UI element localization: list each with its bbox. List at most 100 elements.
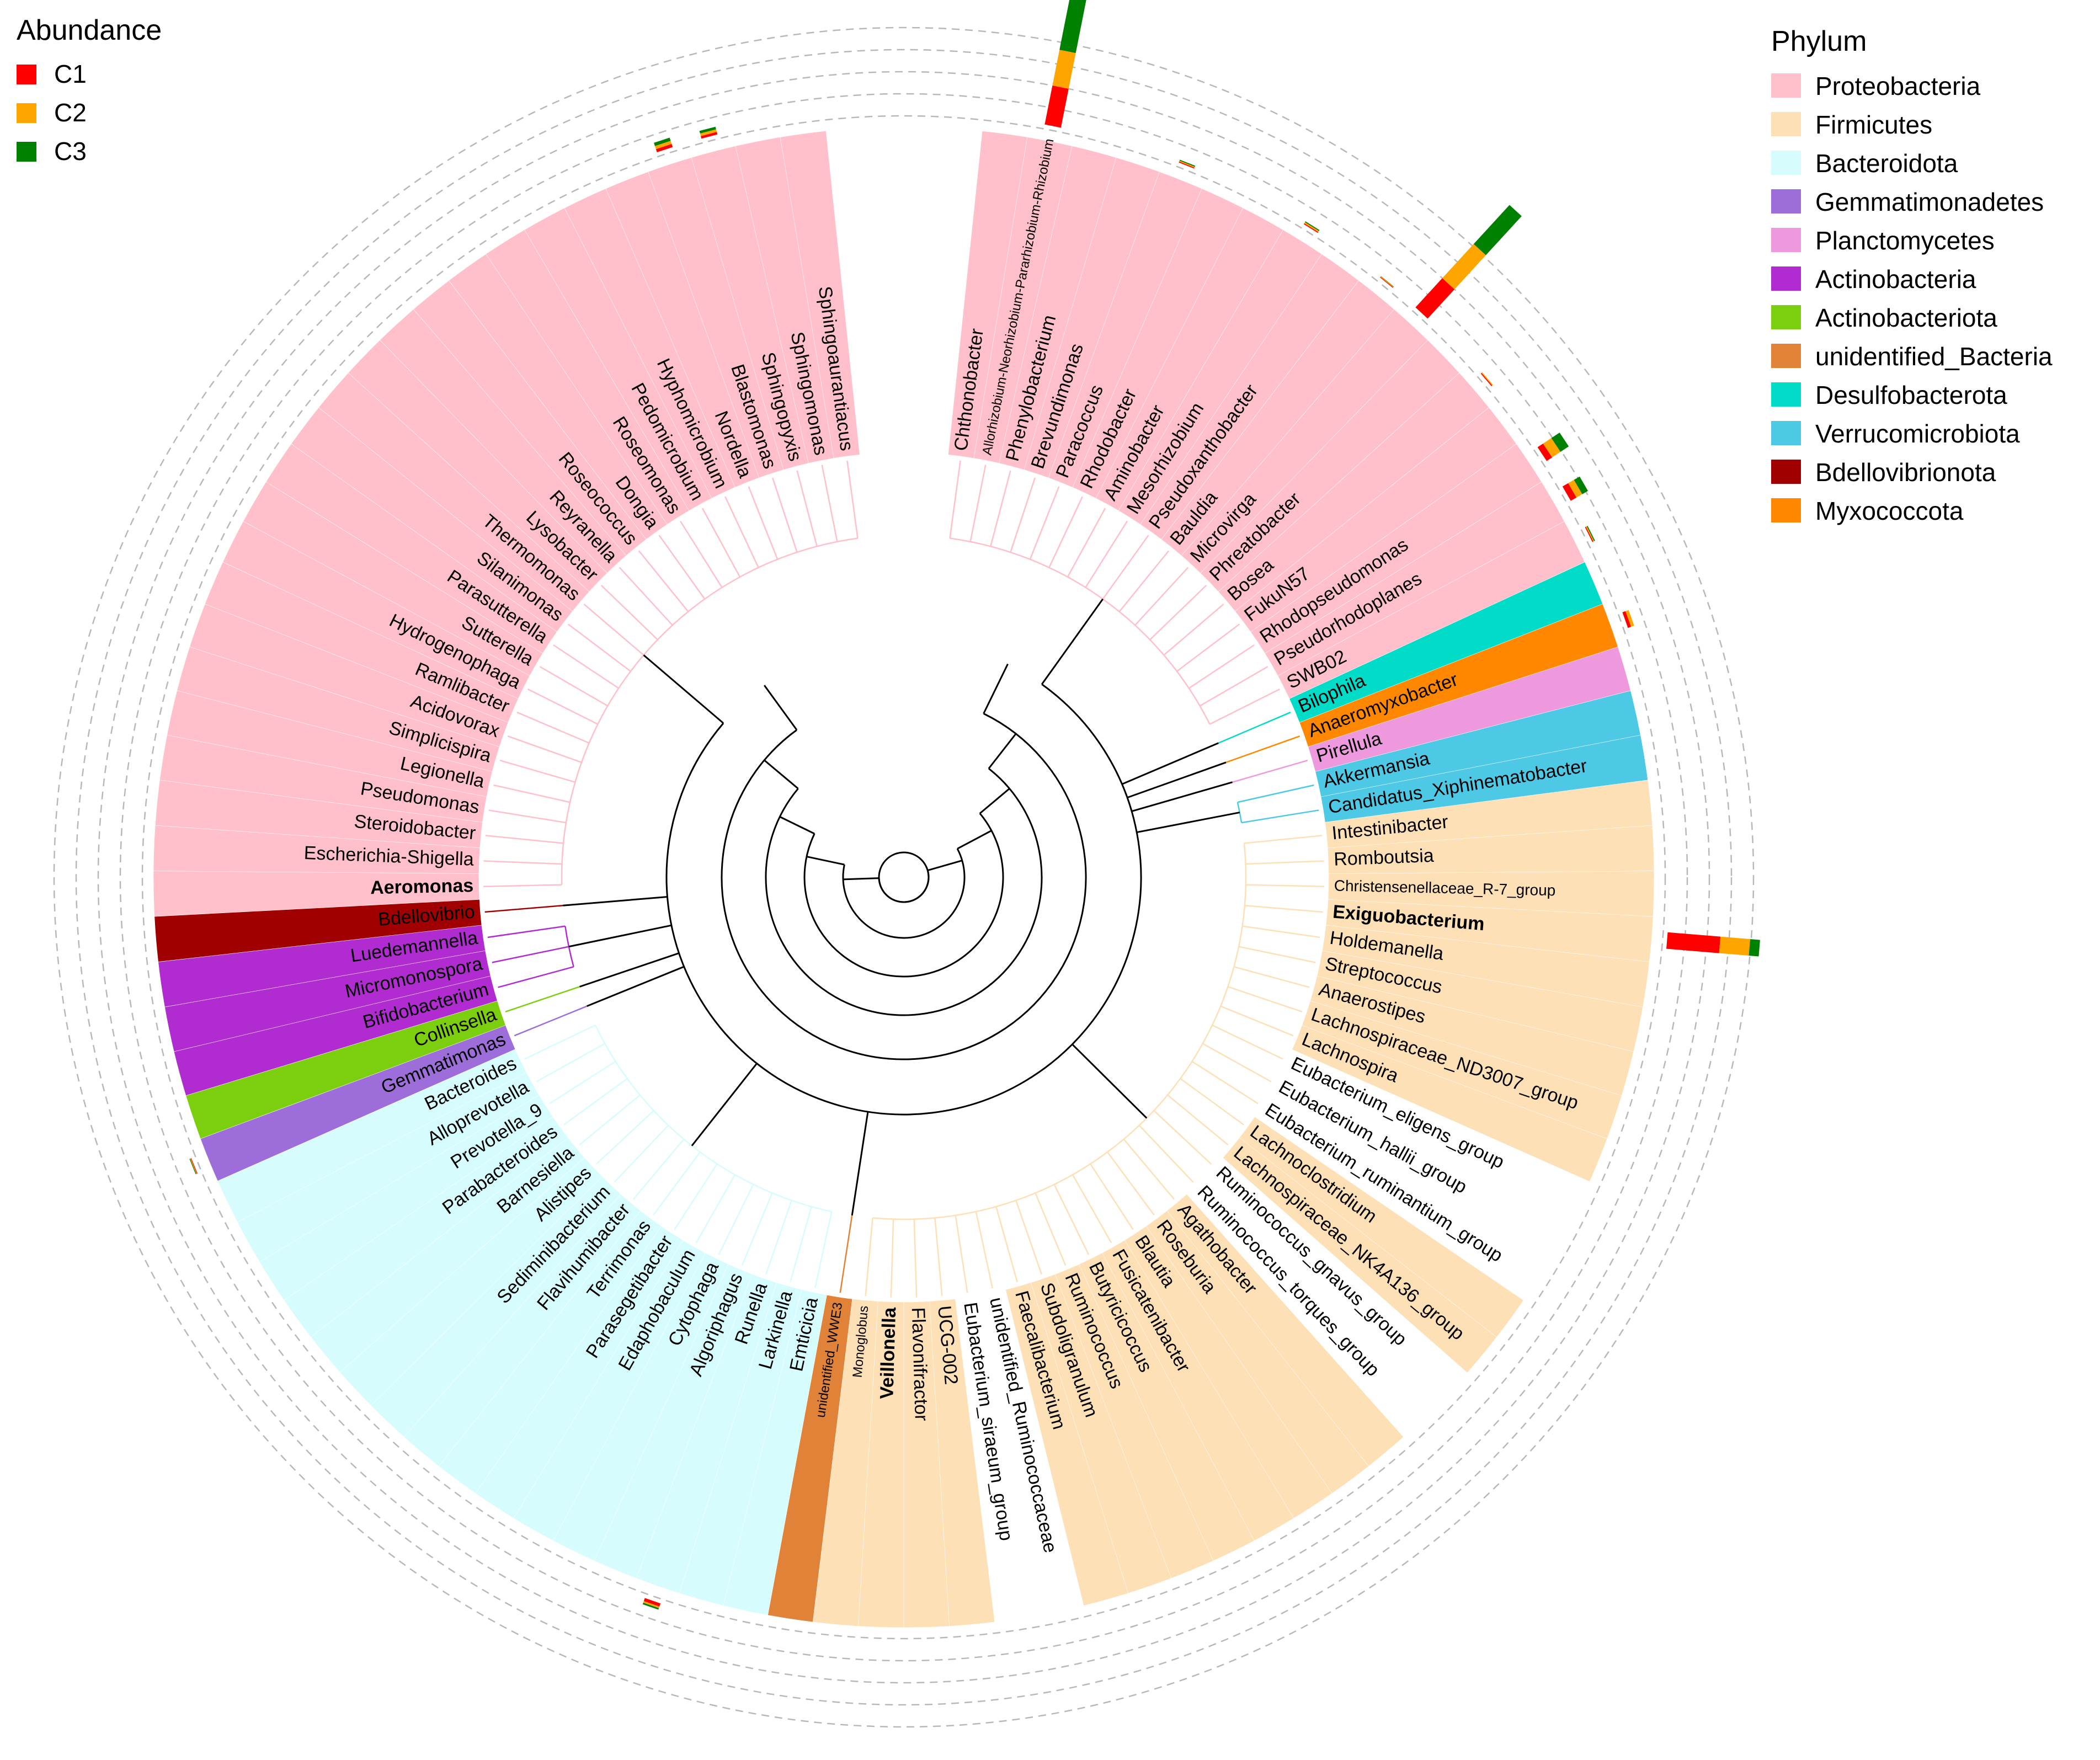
branch-aminobacter [1067,508,1106,578]
branch-parasegetibacter [674,1163,718,1230]
branch-luedemannella [487,925,566,938]
backbone-link-a-4 [927,860,963,872]
legend-swatch-c2 [17,103,36,123]
genus-label-flavonifractor: Flavonifractor [908,1307,932,1421]
branch-swb02 [1209,688,1281,725]
branch-ucg-002 [934,1218,943,1296]
abundance-bar-bosea-c2 [1481,372,1493,386]
abundance-bar-sphingopyxis-c1 [701,131,718,139]
abundance-bar-rhodopseudomonas-c2 [1543,438,1561,457]
clade-arc-4 [1236,802,1243,823]
abundance-legend: Abundance C1 C2 C3 [17,14,162,166]
branch-aeromonas [483,884,562,888]
legend-swatch-bacteroidota [1771,151,1801,175]
legend-swatch-proteobacteria [1771,73,1801,98]
phylum-sector-lachnospira [1292,1025,1608,1182]
backbone-link-a-2 [979,788,1010,814]
abundance-bar-swb02-c2 [1586,526,1595,542]
branch-streptococcus [1238,946,1316,963]
abundance-bar-microvirga-c2 [1442,244,1486,290]
branch-pseudomonas [488,809,567,824]
branch-blautia [1090,1163,1134,1230]
abundance-bar-blastomonas-c2 [654,141,672,150]
abundance-legend-title: Abundance [17,14,162,46]
branch-ramlibacter [516,711,590,744]
legend-label-proteobacteria: Proteobacteria [1815,72,1981,100]
abundance-grid-ring-2 [119,93,1688,1662]
legend-label-planctomycetes: Planctomycetes [1815,226,1995,255]
branch-agathobacter [1123,1139,1175,1200]
branch-simplicispira [499,759,575,783]
clade-stem-4 [1136,812,1240,834]
abundance-bar-paracoccus-c3 [1179,159,1196,167]
abundance-bar-pseudorhodoplanes-c1 [1562,483,1577,501]
branch-brevundimonas [1010,477,1036,553]
backbone-link-a-3 [957,830,992,850]
abundance-bar-allorhizobium-neorhizobium-pararhizobium-rhizobium-c1 [1044,85,1069,128]
branch-paracoccus [1029,486,1060,560]
clade-stem-3 [1131,781,1233,812]
branch-bdellovibrio [484,904,563,913]
branch-sphingopyxis [796,470,818,547]
backbone-link-a-1 [988,733,1017,769]
legend-label-actinobacteria: Actinobacteria [1815,265,1976,294]
legend-swatch-c1 [17,65,36,84]
branch-legionella [493,784,571,803]
abundance-bar-pseudorhodoplanes-c2 [1568,479,1582,498]
branch-parasutterella [553,644,619,689]
phylum-sector-faecalibacterium [1005,1282,1129,1606]
branch-bifidobacterium [498,966,574,988]
branch-escherichia-shigella [483,860,562,865]
legend-swatch-actinobacteria [1771,266,1801,291]
legend-swatch-unidentified-bacteria [1771,344,1801,368]
clade-stem-8 [587,966,685,1007]
legend-swatch-verrucomicrobiota [1771,421,1801,445]
branch-reyranella [619,567,673,626]
abundance-bar-exiguobacterium-c3 [1749,939,1760,957]
abundance-bar-rhodopseudomonas-c3 [1551,433,1569,452]
legend-swatch-planctomycetes [1771,228,1801,252]
genus-label-romboutsia: Romboutsia [1334,845,1435,870]
branch-alloprevotella [536,1043,605,1082]
legend-swatch-actinobacteriota [1771,305,1801,329]
abundance-bar-paracoccus-c1 [1179,161,1195,169]
branch-bacteroides [524,1024,596,1060]
clade-stem-5 [1072,1043,1148,1119]
phylum-sector-sphingoaurantiacus [780,130,860,458]
clade-arc-5 [872,843,1247,1220]
branch-terrimonas [653,1151,701,1215]
branch-lachnospira [1220,1005,1294,1037]
clade-stem-6 [851,1111,869,1216]
branch-mesorhizobium [1085,520,1128,588]
legend-label-myxococcota: Myxococcota [1815,497,1964,525]
legend-swatch-myxococcota [1771,498,1801,522]
abundance-bars [189,0,1760,1610]
branch-dongia [658,535,706,600]
branch-flavonifractor [913,1219,918,1298]
legend-label-c2: C2 [54,98,87,127]
branch-bilophila [1218,711,1291,744]
branch-sediminibacterium [614,1124,669,1183]
abundance-bar-blastomonas-c1 [655,143,673,152]
backbone-arc-2 [803,813,1004,978]
backbone-arc-3 [842,848,966,939]
clade-stem-9 [579,952,680,988]
branch-prevotella-9 [549,1060,616,1105]
legend-swatch-bdellovibrionota [1771,460,1801,484]
branch-collinsella [505,986,580,1012]
branch-gemmatimonas [514,1005,588,1037]
branch-nordella [748,486,779,560]
branch-fusicatenibacter [1072,1174,1112,1244]
abundance-bar-runella-c1 [643,1598,661,1607]
legend-label-c1: C1 [54,60,87,88]
branch-rhodobacter [1048,496,1083,568]
branch-lysobacter [600,584,658,641]
legend-swatch-desulfobacterota [1771,382,1801,407]
branch-pirellula [1232,759,1308,783]
clade-arc-10 [564,926,574,967]
tree-root-circle [878,851,930,903]
branch-sphingoaurantiacus [846,460,859,538]
branch-pedomicrobium [701,508,741,578]
branch-hyphomicrobium [724,496,759,568]
